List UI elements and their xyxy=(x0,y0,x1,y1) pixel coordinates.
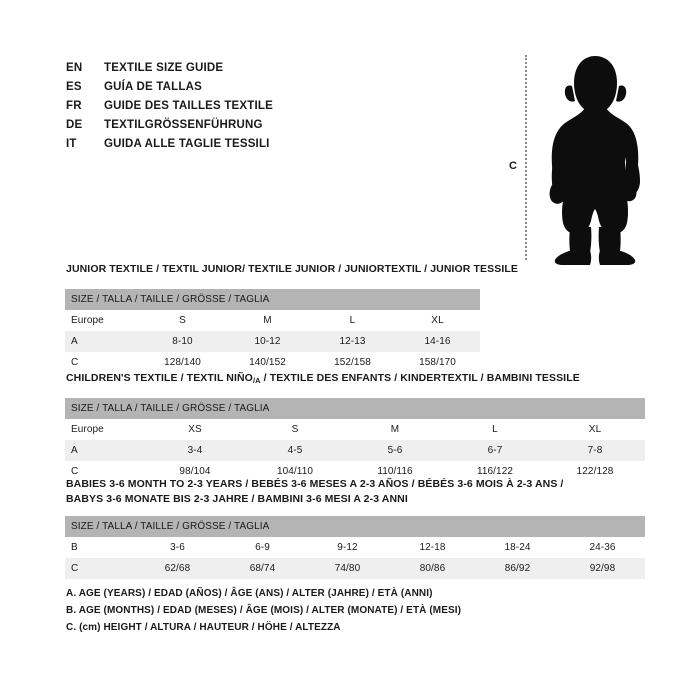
language-row: IT GUIDA ALLE TAGLIE TESSILI xyxy=(66,138,396,157)
height-measure-line xyxy=(525,55,527,260)
table-cell: 3-6 xyxy=(135,537,220,558)
language-code: ES xyxy=(66,81,82,93)
toddler-silhouette-icon xyxy=(549,56,640,265)
table-cell: XL xyxy=(545,419,646,440)
table-row: C 62/68 68/74 74/80 80/86 86/92 92/98 xyxy=(65,558,645,579)
language-code: EN xyxy=(66,62,83,74)
table-cell: 62/68 xyxy=(135,558,220,579)
table-row: C 128/140 140/152 152/158 158/170 xyxy=(65,352,481,373)
table-cell: 10-12 xyxy=(225,331,310,352)
table-band-row: SIZE / TALLA / TAILLE / GRÖSSE / TAGLIA xyxy=(65,289,481,310)
language-code: FR xyxy=(66,100,82,112)
table-cell: 116/122 xyxy=(445,461,545,482)
table-row: B 3-6 6-9 9-12 12-18 18-24 24-36 xyxy=(65,537,645,558)
table-cell: 12-13 xyxy=(310,331,395,352)
babies-size-table: SIZE / TALLA / TAILLE / GRÖSSE / TAGLIA … xyxy=(65,516,645,579)
table-cell: 5-6 xyxy=(345,440,445,461)
babies-band-label: SIZE / TALLA / TAILLE / GRÖSSE / TAGLIA xyxy=(65,516,645,537)
children-size-table: SIZE / TALLA / TAILLE / GRÖSSE / TAGLIA … xyxy=(65,398,646,482)
table-cell: 8-10 xyxy=(140,331,225,352)
children-title-subscript: /A xyxy=(252,376,261,385)
language-code: IT xyxy=(66,138,77,150)
legend-item-a: A. AGE (YEARS) / EDAD (AÑOS) / ÂGE (ANS)… xyxy=(66,588,433,599)
height-figure: C xyxy=(495,45,660,270)
row-label: Europe xyxy=(65,310,140,331)
table-band-row: SIZE / TALLA / TAILLE / GRÖSSE / TAGLIA xyxy=(65,398,646,419)
language-code: DE xyxy=(66,119,83,131)
table-cell: 68/74 xyxy=(220,558,305,579)
row-label: A xyxy=(65,440,145,461)
babies-title-line2: BABYS 3-6 MONATE BIS 2-3 JAHRE / BAMBINI… xyxy=(66,493,408,505)
junior-section-title: JUNIOR TEXTILE / TEXTIL JUNIOR/ TEXTILE … xyxy=(66,263,518,275)
table-cell: 110/116 xyxy=(345,461,445,482)
language-title: TEXTILGRÖSSENFÜHRUNG xyxy=(104,119,263,131)
table-cell: 14-16 xyxy=(395,331,481,352)
language-title: TEXTILE SIZE GUIDE xyxy=(104,62,224,74)
table-band-row: SIZE / TALLA / TAILLE / GRÖSSE / TAGLIA xyxy=(65,516,645,537)
table-cell: 122/128 xyxy=(545,461,646,482)
language-title: GUÍA DE TALLAS xyxy=(104,81,202,93)
table-cell: 80/86 xyxy=(390,558,475,579)
row-label: A xyxy=(65,331,140,352)
row-label: Europe xyxy=(65,419,145,440)
children-band-label: SIZE / TALLA / TAILLE / GRÖSSE / TAGLIA xyxy=(65,398,646,419)
table-cell: 18-24 xyxy=(475,537,560,558)
legend-block: A. AGE (YEARS) / EDAD (AÑOS) / ÂGE (ANS)… xyxy=(66,585,586,636)
table-cell: L xyxy=(310,310,395,331)
language-row: EN TEXTILE SIZE GUIDE xyxy=(66,62,396,81)
table-cell: 9-12 xyxy=(305,537,390,558)
table-cell: XS xyxy=(145,419,245,440)
table-row: Europe XS S M L XL xyxy=(65,419,646,440)
table-cell: 7-8 xyxy=(545,440,646,461)
babies-section-title: BABIES 3-6 MONTH TO 2-3 YEARS / BEBÉS 3-… xyxy=(66,477,563,507)
children-title-pre: CHILDREN'S TEXTILE / TEXTIL NIÑO xyxy=(66,372,253,384)
table-cell: 128/140 xyxy=(140,352,225,373)
table-cell: L xyxy=(445,419,545,440)
children-title-post: / TEXTILE DES ENFANTS / KINDERTEXTIL / B… xyxy=(260,372,580,384)
table-cell: 86/92 xyxy=(475,558,560,579)
table-cell: 6-9 xyxy=(220,537,305,558)
language-title: GUIDA ALLE TAGLIE TESSILI xyxy=(104,138,270,150)
table-cell: 74/80 xyxy=(305,558,390,579)
height-measure-label: C xyxy=(509,160,517,172)
table-cell: 140/152 xyxy=(225,352,310,373)
table-row: A 3-4 4-5 5-6 6-7 7-8 xyxy=(65,440,646,461)
junior-band-label: SIZE / TALLA / TAILLE / GRÖSSE / TAGLIA xyxy=(65,289,481,310)
language-header-block: EN TEXTILE SIZE GUIDE ES GUÍA DE TALLAS … xyxy=(66,62,396,157)
table-cell: 92/98 xyxy=(560,558,645,579)
table-cell: S xyxy=(245,419,345,440)
language-row: ES GUÍA DE TALLAS xyxy=(66,81,396,100)
table-cell: 152/158 xyxy=(310,352,395,373)
babies-title-line1: BABIES 3-6 MONTH TO 2-3 YEARS / BEBÉS 3-… xyxy=(66,478,564,490)
table-cell: 104/110 xyxy=(245,461,345,482)
table-cell: 3-4 xyxy=(145,440,245,461)
table-cell: XL xyxy=(395,310,481,331)
legend-item-b: B. AGE (MONTHS) / EDAD (MESES) / ÂGE (MO… xyxy=(66,605,462,616)
table-cell: 6-7 xyxy=(445,440,545,461)
table-cell: 158/170 xyxy=(395,352,481,373)
table-cell: S xyxy=(140,310,225,331)
table-cell: 4-5 xyxy=(245,440,345,461)
table-row: C 98/104 104/110 110/116 116/122 122/128 xyxy=(65,461,646,482)
junior-size-table: SIZE / TALLA / TAILLE / GRÖSSE / TAGLIA … xyxy=(65,289,481,373)
row-label: C xyxy=(65,461,145,482)
children-section-title: CHILDREN'S TEXTILE / TEXTIL NIÑO/A / TEX… xyxy=(66,371,580,388)
table-row: A 8-10 10-12 12-13 14-16 xyxy=(65,331,481,352)
table-cell: 24-36 xyxy=(560,537,645,558)
language-title: GUIDE DES TAILLES TEXTILE xyxy=(104,100,273,112)
row-label: C xyxy=(65,558,135,579)
table-cell: M xyxy=(225,310,310,331)
table-cell: 98/104 xyxy=(145,461,245,482)
language-row: DE TEXTILGRÖSSENFÜHRUNG xyxy=(66,119,396,138)
row-label: B xyxy=(65,537,135,558)
table-cell: 12-18 xyxy=(390,537,475,558)
language-row: FR GUIDE DES TAILLES TEXTILE xyxy=(66,100,396,119)
row-label: C xyxy=(65,352,140,373)
table-cell: M xyxy=(345,419,445,440)
legend-item-c: C. (cm) HEIGHT / ALTURA / HAUTEUR / HÖHE… xyxy=(66,622,341,633)
table-row: Europe S M L XL xyxy=(65,310,481,331)
